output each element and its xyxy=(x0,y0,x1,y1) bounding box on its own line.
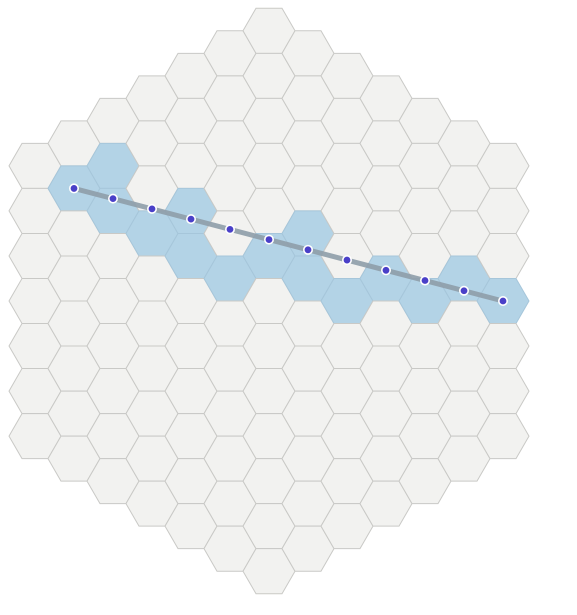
line-sample-point xyxy=(419,275,430,286)
hex-grid xyxy=(8,7,530,595)
line-sample-point xyxy=(263,234,274,245)
line-sample-point xyxy=(302,244,313,255)
line-sample-point xyxy=(458,285,469,296)
line-sample-point xyxy=(341,255,352,266)
line-overlay xyxy=(69,183,508,306)
line-sample-point xyxy=(186,214,197,225)
line-segment xyxy=(71,185,506,304)
line-sample-point xyxy=(497,295,508,306)
line-sample-point xyxy=(147,203,158,214)
line-sample-point xyxy=(108,193,119,204)
line-sample-point xyxy=(380,265,391,276)
hex-cell xyxy=(476,413,530,460)
line-sample-point xyxy=(69,183,80,194)
line-sample-point xyxy=(225,224,236,235)
